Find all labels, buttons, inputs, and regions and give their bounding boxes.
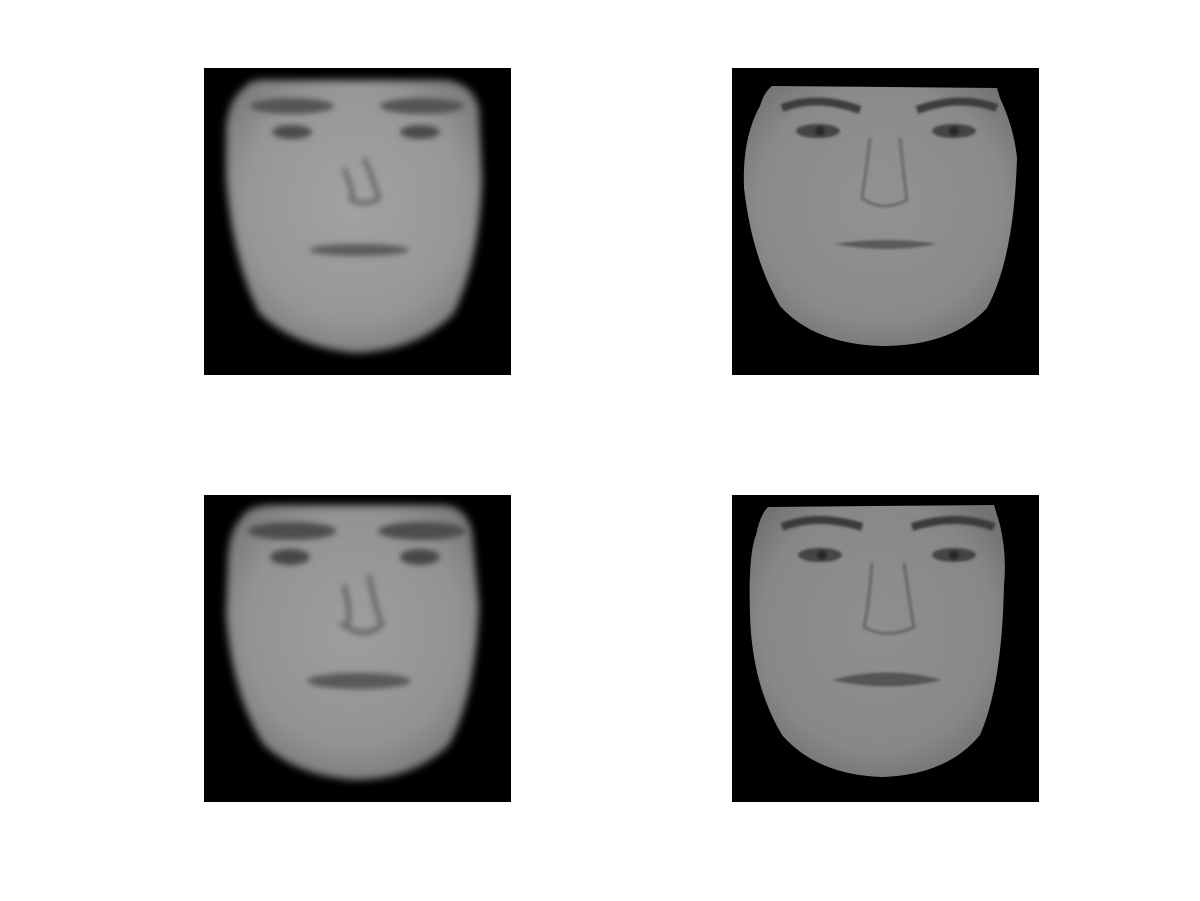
nose bbox=[862, 562, 916, 635]
face-panel-bottom-left bbox=[204, 495, 511, 802]
face-panel-bottom-right bbox=[732, 495, 1039, 802]
right-brow bbox=[910, 516, 996, 531]
face-shape bbox=[749, 505, 1005, 777]
nose bbox=[860, 137, 909, 208]
face-image-sharp bbox=[749, 505, 1005, 777]
nose bbox=[341, 156, 382, 206]
right-brow bbox=[915, 97, 999, 114]
face-image-blurred bbox=[226, 79, 482, 354]
face-panel-top-right bbox=[732, 68, 1039, 375]
mouth bbox=[309, 244, 409, 256]
mouth bbox=[834, 240, 937, 249]
face-panel-top-left bbox=[204, 68, 511, 375]
face-shape bbox=[743, 86, 1017, 346]
face-image-sharp bbox=[743, 86, 1017, 346]
face-shape bbox=[226, 79, 482, 354]
left-brow bbox=[248, 522, 336, 540]
face-shape bbox=[226, 505, 479, 780]
left-iris bbox=[815, 126, 825, 136]
left-brow bbox=[250, 98, 334, 114]
mouth bbox=[307, 673, 411, 689]
left-eye bbox=[272, 125, 312, 139]
left-iris bbox=[817, 550, 827, 560]
right-iris bbox=[949, 126, 959, 136]
left-eye bbox=[270, 549, 310, 565]
left-brow bbox=[780, 97, 862, 114]
nose bbox=[336, 574, 385, 635]
left-brow bbox=[780, 516, 864, 531]
right-eye bbox=[400, 125, 440, 139]
face-image-blurred bbox=[226, 505, 479, 780]
mouth bbox=[832, 672, 942, 687]
right-brow bbox=[378, 522, 466, 540]
right-eye bbox=[400, 549, 440, 565]
right-iris bbox=[949, 550, 959, 560]
right-brow bbox=[380, 98, 464, 114]
